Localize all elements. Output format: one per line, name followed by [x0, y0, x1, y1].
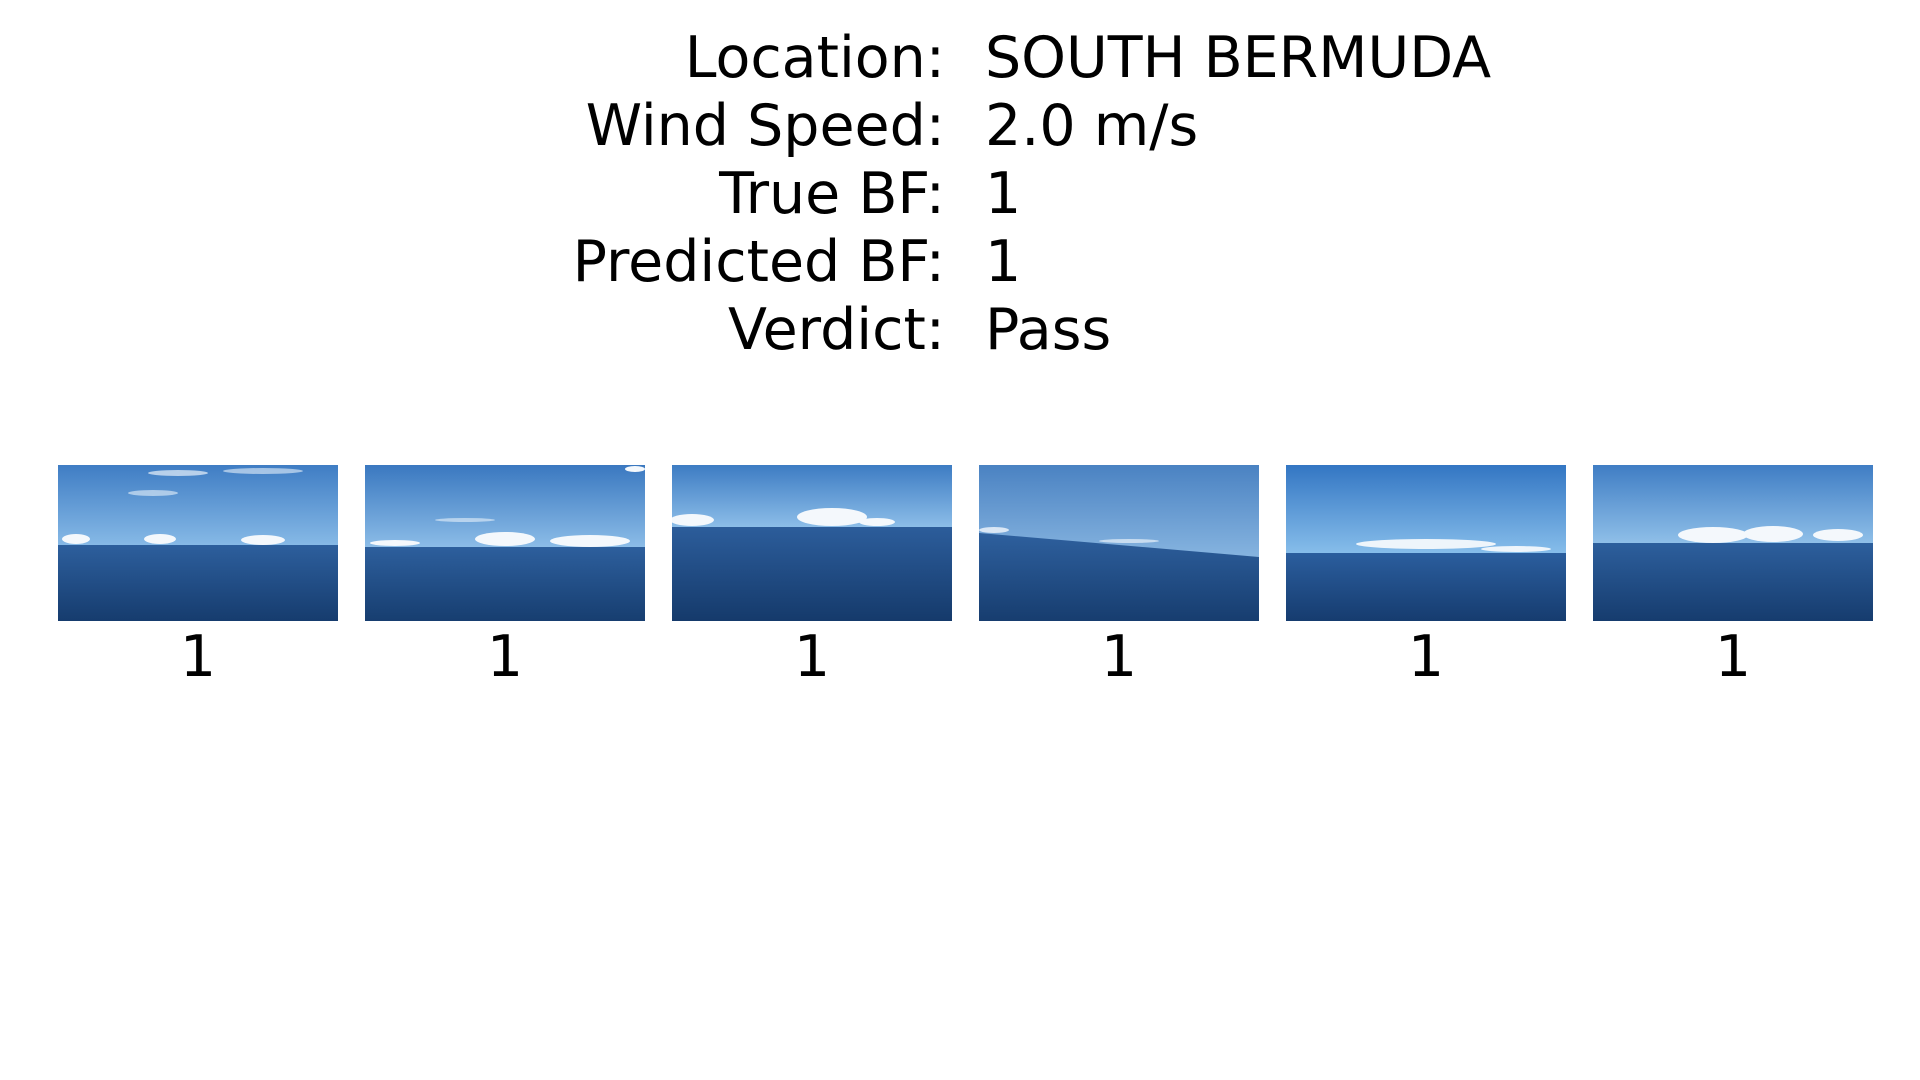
info-label: Verdict:	[728, 297, 945, 363]
info-label: Location:	[684, 25, 945, 91]
thumbnail-caption: 1	[793, 624, 831, 690]
info-wind-speed: Wind Speed: 2.0 m/s	[0, 93, 1920, 159]
info-verdict: Verdict: Pass	[0, 297, 1920, 363]
thumbnail-caption: 1	[1407, 624, 1445, 690]
ocean-thumbnail	[365, 465, 645, 621]
ocean-thumbnail	[58, 465, 338, 621]
info-label: True BF:	[719, 161, 945, 227]
ocean-horizon-image	[58, 465, 338, 621]
info-label: Predicted BF:	[572, 229, 945, 295]
thumbnail-caption: 1	[486, 624, 524, 690]
ocean-horizon-image	[672, 465, 952, 621]
ocean-horizon-image	[1286, 465, 1566, 621]
info-true-bf: True BF: 1	[0, 161, 1920, 227]
thumbnail-caption: 1	[1100, 624, 1138, 690]
info-value: 1	[985, 161, 1022, 227]
info-predicted-bf: Predicted BF: 1	[0, 229, 1920, 295]
info-value: SOUTH BERMUDA	[985, 25, 1492, 91]
ocean-thumbnail	[1593, 465, 1873, 621]
info-location: Location: SOUTH BERMUDA	[0, 25, 1920, 91]
info-value: 2.0 m/s	[985, 93, 1199, 159]
ocean-horizon-image	[1593, 465, 1873, 621]
info-value: 1	[985, 229, 1022, 295]
info-value: Pass	[985, 297, 1112, 363]
info-label: Wind Speed:	[585, 93, 945, 159]
thumbnail-caption: 1	[179, 624, 217, 690]
ocean-thumbnail	[1286, 465, 1566, 621]
ocean-thumbnail	[672, 465, 952, 621]
ocean-horizon-image	[365, 465, 645, 621]
ocean-thumbnail	[979, 465, 1259, 621]
thumbnail-caption: 1	[1714, 624, 1752, 690]
ocean-horizon-image	[979, 465, 1259, 621]
